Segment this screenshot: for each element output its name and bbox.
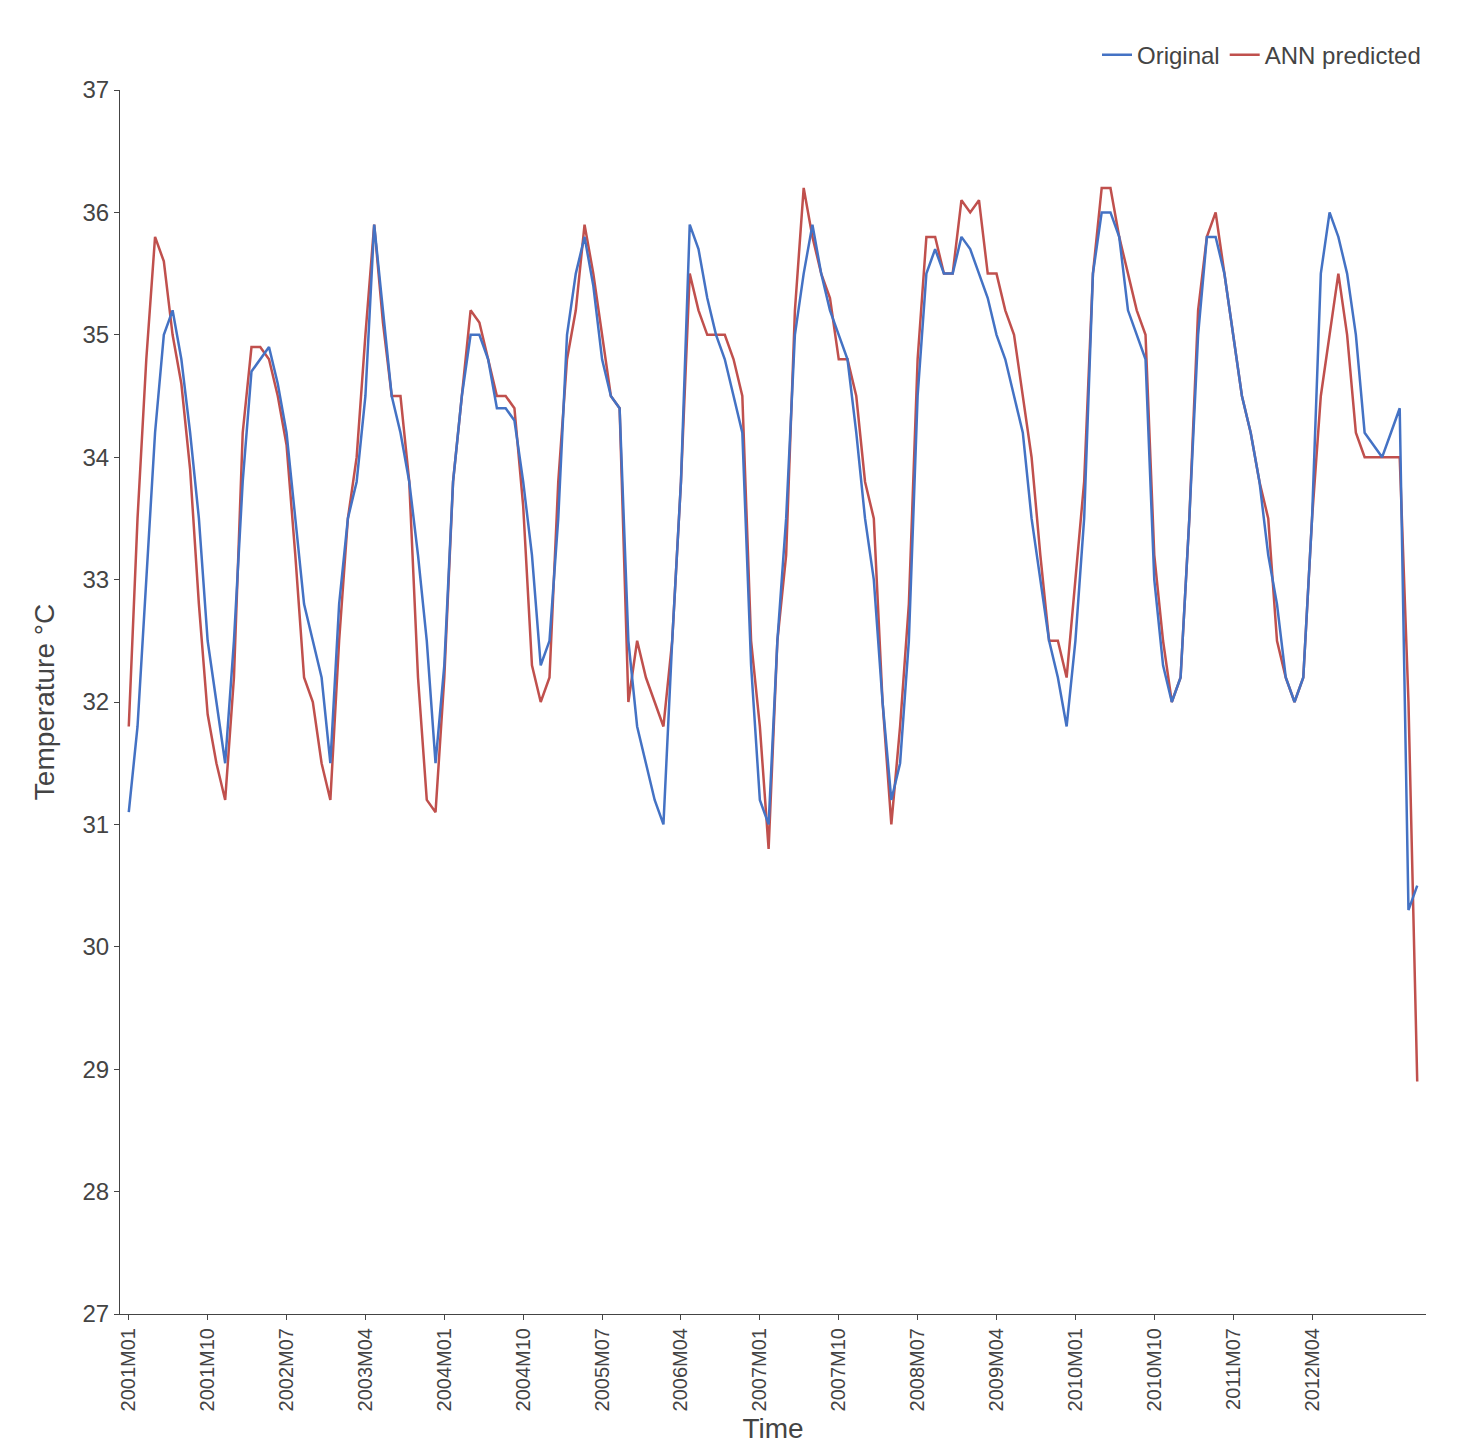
- svg-text:2001M10: 2001M10: [196, 1328, 218, 1411]
- svg-text:27: 27: [82, 1300, 109, 1327]
- svg-text:30: 30: [82, 933, 109, 960]
- svg-text:37: 37: [82, 76, 109, 103]
- svg-text:2004M01: 2004M01: [433, 1328, 455, 1411]
- svg-text:2002M07: 2002M07: [275, 1328, 297, 1411]
- svg-text:34: 34: [82, 444, 109, 471]
- svg-text:31: 31: [82, 811, 109, 838]
- svg-text:2012M04: 2012M04: [1301, 1328, 1323, 1411]
- svg-text:2005M07: 2005M07: [591, 1328, 613, 1411]
- svg-text:28: 28: [82, 1178, 109, 1205]
- svg-text:32: 32: [82, 688, 109, 715]
- svg-text:36: 36: [82, 199, 109, 226]
- svg-text:2010M01: 2010M01: [1064, 1328, 1086, 1411]
- svg-text:33: 33: [82, 566, 109, 593]
- svg-text:2001M01: 2001M01: [117, 1328, 139, 1411]
- svg-text:2009M04: 2009M04: [985, 1328, 1007, 1411]
- svg-text:2007M10: 2007M10: [827, 1328, 849, 1411]
- svg-text:35: 35: [82, 321, 109, 348]
- svg-text:ANN predicted: ANN predicted: [1265, 42, 1421, 69]
- svg-text:Temperature °C: Temperature °C: [29, 604, 60, 800]
- svg-text:2006M04: 2006M04: [669, 1328, 691, 1411]
- svg-text:Original: Original: [1137, 42, 1220, 69]
- svg-text:2004M10: 2004M10: [512, 1328, 534, 1411]
- svg-text:29: 29: [82, 1056, 109, 1083]
- svg-text:2011M07: 2011M07: [1222, 1328, 1244, 1410]
- svg-text:2003M04: 2003M04: [354, 1328, 376, 1411]
- svg-text:Time: Time: [742, 1413, 803, 1444]
- svg-text:2008M07: 2008M07: [906, 1328, 928, 1411]
- svg-text:2010M10: 2010M10: [1143, 1328, 1165, 1411]
- svg-text:2007M01: 2007M01: [748, 1328, 770, 1411]
